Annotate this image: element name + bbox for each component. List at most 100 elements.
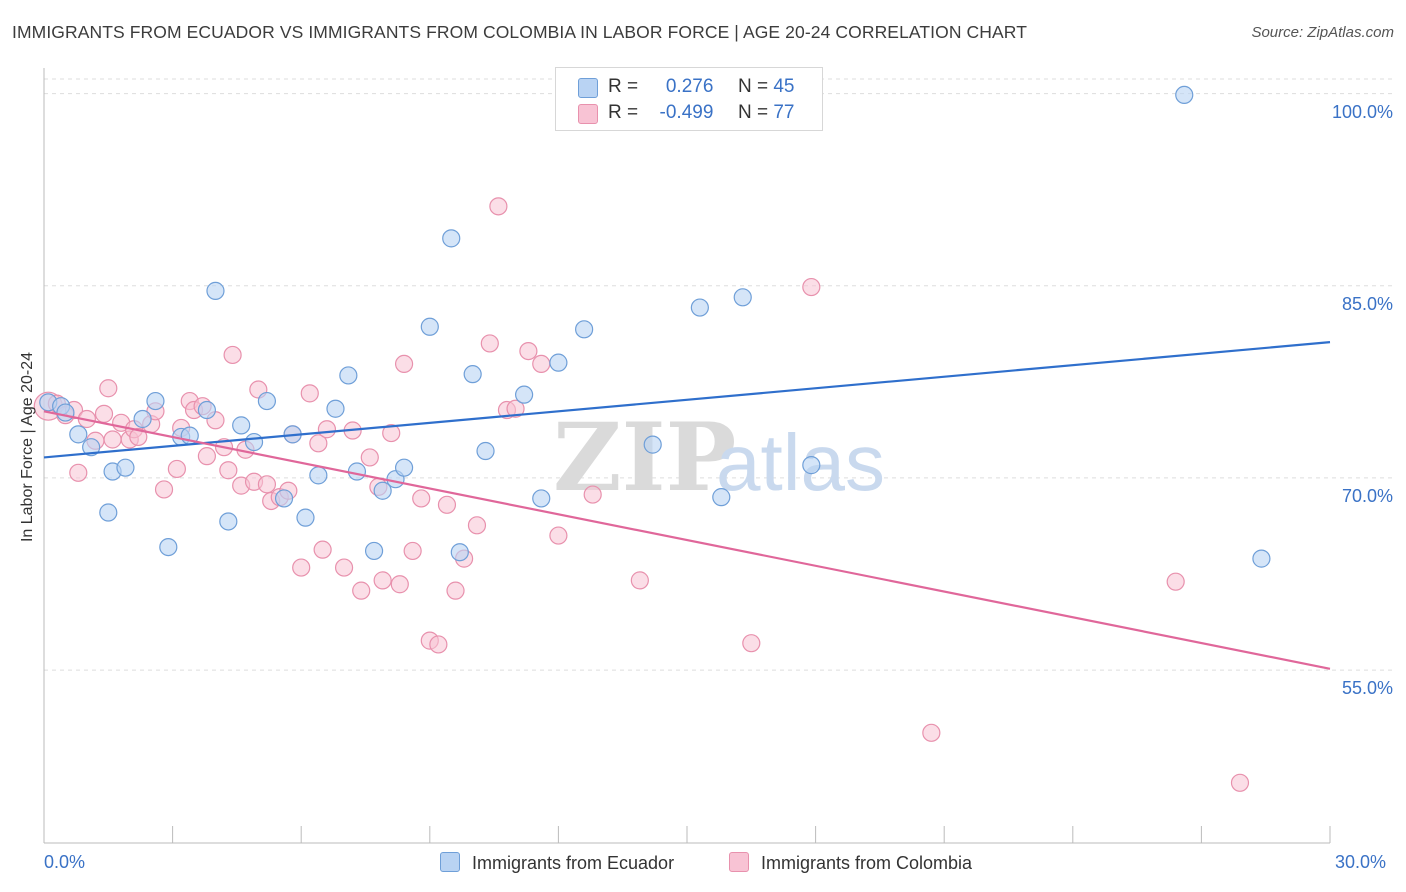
ecuador-point [69, 425, 88, 444]
trend-lines [43, 341, 1331, 670]
ecuador-point [274, 489, 294, 508]
ecuador-point [1175, 85, 1194, 105]
legend-r-label: R = [608, 102, 639, 123]
colombia-point [69, 463, 88, 482]
colombia-point [480, 334, 499, 353]
colombia-point [742, 634, 761, 653]
colombia-point [446, 581, 465, 600]
y-tick-label: 70.0% [1341, 485, 1393, 506]
colombia-point [549, 526, 568, 545]
ecuador-point [244, 432, 264, 452]
colombia-point [94, 404, 114, 423]
colombia-point [390, 575, 409, 594]
ecuador-point [82, 438, 101, 457]
ecuador-point [257, 391, 277, 411]
colombia-point [223, 345, 242, 365]
colombia-point [197, 447, 216, 466]
colombia-point [129, 427, 148, 447]
ecuador-point [532, 489, 551, 508]
colombia-point [489, 197, 508, 216]
colombia-point [309, 434, 328, 453]
ecuador-point [56, 403, 75, 422]
colombia-point [467, 516, 487, 535]
ecuador-point [146, 391, 165, 411]
colombia-point [506, 399, 525, 418]
colombia-point [922, 723, 941, 742]
colombia-point [219, 461, 238, 480]
ecuador-point [802, 456, 821, 475]
ecuador-point [394, 458, 414, 477]
legend-swatch-colombia [578, 104, 598, 124]
ecuador-point [197, 400, 216, 420]
watermark-zip: ZIP [553, 403, 736, 513]
colombia-point [412, 489, 431, 508]
colombia-point [292, 558, 311, 577]
ecuador-point [515, 385, 534, 404]
ecuador-point [296, 508, 315, 527]
ecuador-point [364, 541, 384, 561]
y-tick-label: 85.0% [1341, 293, 1393, 314]
bottom-legend-label-ecuador: Immigrants from Ecuador [472, 853, 675, 873]
bottom-legend-label-colombia: Immigrants from Colombia [761, 853, 973, 873]
grid-lines [44, 78, 1392, 671]
ecuador-point [450, 543, 469, 562]
colombia-point [352, 581, 371, 600]
x-tick-label-min: 0.0% [44, 852, 86, 872]
legend-swatch-ecuador [578, 78, 598, 98]
ecuador-point [463, 365, 482, 384]
colombia-point [532, 354, 551, 374]
colombia-point [1166, 572, 1185, 591]
colombia-point [257, 475, 277, 494]
ecuador-point [206, 281, 225, 300]
ecuador-point [712, 488, 731, 507]
chart-title: IMMIGRANTS FROM ECUADOR VS IMMIGRANTS FR… [12, 22, 1028, 42]
ecuador-point [339, 366, 358, 385]
colombia-point [519, 341, 538, 361]
colombia-trend-line [43, 410, 1331, 670]
colombia-point [154, 480, 174, 499]
colombia-point [334, 558, 354, 577]
bottom-legend-swatch-ecuador [440, 852, 460, 872]
ecuador-point [373, 481, 392, 500]
ecuador-point [733, 288, 752, 307]
axes [43, 68, 1331, 844]
colombia-point [103, 430, 122, 449]
colombia-point [313, 540, 332, 559]
x-tick-label-max: 30.0% [1335, 852, 1387, 872]
colombia-point [429, 635, 448, 654]
ecuador-point [99, 503, 118, 522]
ecuador-point [575, 320, 594, 339]
source-label: Source: ZipAtlas.com [1251, 24, 1394, 41]
ecuador-point [442, 229, 461, 248]
watermark-atlas: atlas [716, 418, 885, 507]
colombia-point [167, 459, 186, 479]
bottom-legend-ecuador: Immigrants from Ecuador [440, 852, 674, 874]
colombia-point [583, 485, 602, 504]
legend-r-value-ecuador: 0.276 [665, 76, 714, 97]
y-tick-label: 100.0% [1331, 101, 1393, 122]
ecuador-point [690, 298, 709, 317]
colombia-point [99, 379, 118, 398]
ecuador-point [1252, 549, 1271, 568]
colombia-point [403, 541, 422, 561]
bottom-legend-swatch-colombia [729, 852, 749, 872]
ecuador-point [643, 435, 662, 454]
colombia-point [630, 571, 649, 590]
y-tick-label: 55.0% [1341, 678, 1393, 699]
colombia-point [394, 354, 414, 374]
colombia-point [437, 495, 457, 514]
ecuador-point [549, 353, 568, 372]
ecuador-point [133, 409, 152, 429]
legend-r-value-colombia: -0.499 [659, 102, 714, 123]
ecuador-point [347, 462, 367, 481]
colombia-point [360, 448, 379, 467]
legend-n-label: N = [737, 102, 769, 123]
legend-r-label: R = [608, 76, 639, 97]
ecuador-point [476, 441, 495, 461]
legend-n-label: N = [737, 76, 769, 97]
ecuador-trend-line [43, 341, 1331, 459]
colombia-point [373, 571, 392, 590]
ecuador-point [326, 399, 345, 418]
stats-legend: R = 0.276 N = 45 R = -0.499 N = 77 [555, 67, 823, 131]
